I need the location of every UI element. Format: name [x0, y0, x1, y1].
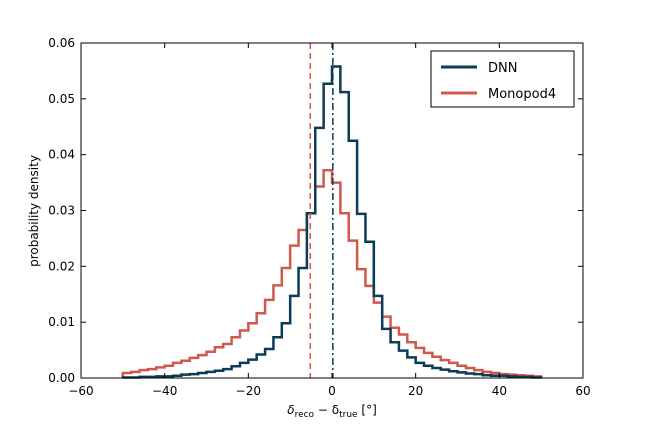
legend-label-dnn: DNN: [488, 61, 517, 76]
x-axis-label: δreco − δtrue [°]: [287, 403, 377, 420]
axis-labels: probability density δreco − δtrue [°]: [27, 155, 377, 420]
x-tick-label: −20: [236, 384, 261, 398]
y-tick-label: 0.04: [48, 148, 75, 162]
y-tick-label: 0.00: [48, 371, 75, 385]
y-tick-label: 0.02: [48, 259, 75, 273]
y-tick-label: 0.01: [48, 315, 75, 329]
x-label-minus-delta: − δ: [314, 403, 339, 417]
x-tick-label: 60: [575, 384, 590, 398]
y-axis-label: probability density: [27, 155, 41, 267]
x-label-sub-reco: reco: [295, 410, 315, 420]
plot-area: [121, 43, 543, 379]
x-label-sub-true: true: [339, 410, 358, 420]
x-label-unit: [°]: [358, 403, 377, 417]
plot-frame: [80, 42, 584, 379]
x-tick-label: −60: [68, 384, 93, 398]
legend-label-monopod4: Monopod4: [488, 87, 556, 102]
x-tick-label: 40: [492, 384, 507, 398]
y-tick-label: 0.03: [48, 204, 75, 218]
x-label-delta-reco: δ: [287, 403, 294, 417]
series-monopod4-line: [121, 169, 543, 378]
legend-box: [430, 50, 575, 108]
series-dnn-line: [121, 65, 543, 379]
x-tick-label: −40: [152, 384, 177, 398]
y-tick-label: 0.06: [48, 36, 75, 50]
x-tick-label: 20: [408, 384, 423, 398]
y-tick-label: 0.05: [48, 92, 75, 106]
axes-ticks: −60 −40 −20 0 20 40 60 0.00 0.01 0.02 0.03 0.04 0.05…: [48, 36, 590, 398]
x-tick-label: 0: [328, 384, 336, 398]
legend: DNN Monopod4: [430, 50, 575, 108]
